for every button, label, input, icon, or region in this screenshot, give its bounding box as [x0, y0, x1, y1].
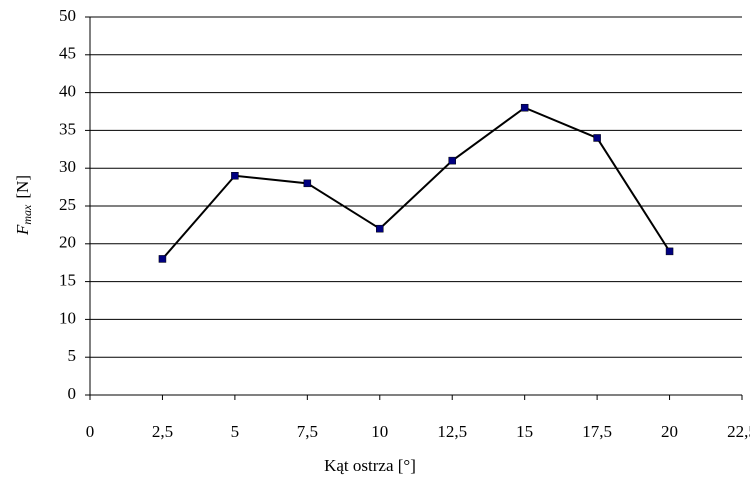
x-axis-label: Kąt ostrza [°]: [324, 456, 416, 475]
data-point: [448, 156, 456, 165]
y-tick-label: 20: [59, 233, 76, 252]
x-tick-label: 22,5: [727, 422, 750, 441]
y-tick-label: 0: [68, 384, 77, 403]
y-tick-label: 25: [59, 195, 76, 214]
data-point: [520, 103, 529, 112]
y-tick-label: 30: [59, 157, 76, 176]
data-line: [161, 106, 671, 260]
x-tick-label: 7,5: [297, 422, 318, 441]
y-tick-label: 40: [59, 82, 76, 101]
data-point: [593, 134, 601, 142]
x-tick-label: 17,5: [582, 422, 612, 441]
x-tick-label: 5: [231, 422, 240, 441]
data-point: [231, 172, 239, 180]
x-tick-label: 2,5: [152, 422, 173, 441]
y-tick-label: 50: [59, 6, 76, 25]
x-tick-label: 10: [371, 422, 388, 441]
y-tick-label: 45: [59, 44, 76, 63]
data-point: [665, 247, 674, 256]
x-tick-label: 0: [86, 422, 95, 441]
x-tick-label: 20: [661, 422, 678, 441]
data-point: [158, 255, 167, 263]
data-point: [376, 224, 384, 233]
y-tick-label: 15: [59, 271, 76, 290]
y-label-subscript: max: [20, 204, 34, 225]
y-tick-label: 10: [59, 308, 76, 327]
y-label-symbol: F: [13, 224, 32, 236]
y-tick-label: 35: [59, 119, 76, 138]
y-tick-label: 5: [68, 346, 77, 365]
y-label-unit: [N]: [13, 175, 32, 199]
x-tick-label: 15: [516, 422, 533, 441]
x-tick-label: 12,5: [437, 422, 467, 441]
y-axis-label: Fmax [N]: [13, 175, 34, 236]
data-point: [303, 179, 312, 188]
